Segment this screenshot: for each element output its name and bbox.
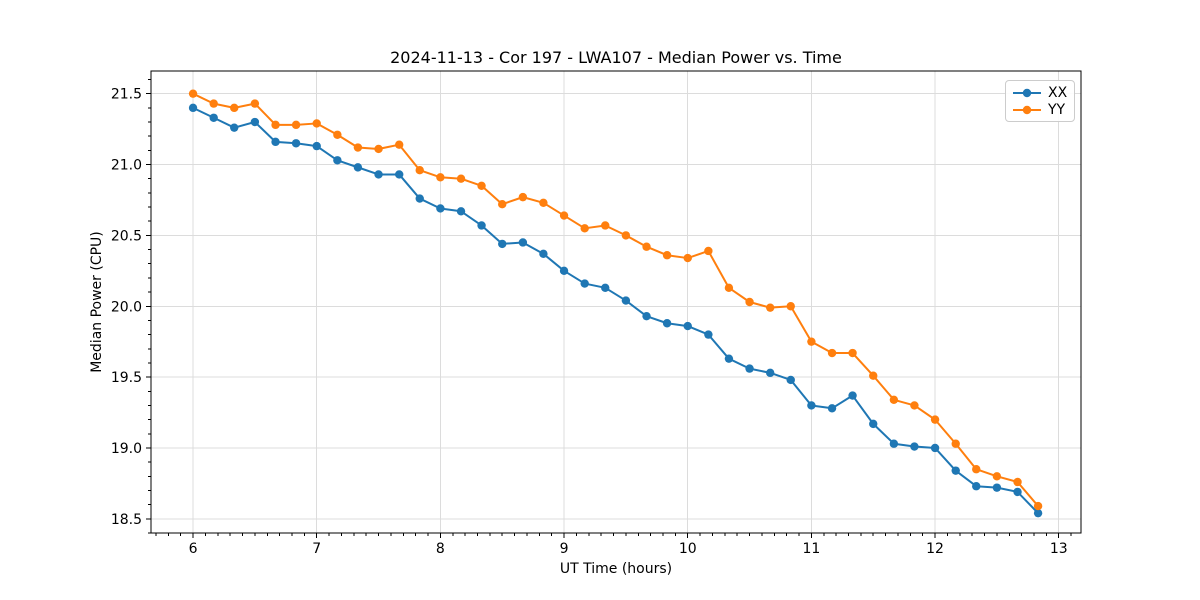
x-tick-label: 13 bbox=[1050, 541, 1068, 557]
legend-label: YY bbox=[1048, 101, 1066, 118]
legend-item-yy: YY bbox=[1012, 103, 1068, 117]
x-tick-label: 9 bbox=[560, 541, 569, 557]
x-tick-label: 7 bbox=[312, 541, 321, 557]
x-tick-label: 8 bbox=[436, 541, 445, 557]
major-ticks bbox=[146, 93, 1060, 538]
y-tick-label: 18.5 bbox=[111, 512, 142, 528]
tick-labels: 6 7 8 9 10 11 12 13 18.5 19.0 19.5 20.0 20.5 21.0 21.5 bbox=[111, 87, 1068, 557]
y-axis-label: Median Power (CPU) bbox=[89, 231, 105, 373]
plot-frame bbox=[150, 70, 1082, 534]
y-tick-label: 20.5 bbox=[111, 228, 142, 244]
x-axis-label: UT Time (hours) bbox=[559, 561, 673, 577]
y-tick-label: 21.0 bbox=[111, 158, 142, 174]
legend-item-xx: XX bbox=[1012, 86, 1068, 100]
y-tick-label: 20.0 bbox=[111, 299, 142, 315]
x-tick-label: 12 bbox=[926, 541, 944, 557]
x-tick-label: 11 bbox=[802, 541, 820, 557]
grid bbox=[151, 71, 1081, 533]
x-tick-label: 10 bbox=[679, 541, 697, 557]
y-tick-label: 19.5 bbox=[111, 370, 142, 386]
legend: XX YY bbox=[1005, 80, 1075, 122]
y-tick-label: 19.0 bbox=[111, 441, 142, 457]
series-XX bbox=[188, 103, 1043, 518]
chart-title: 2024-11-13 - Cor 197 - LWA107 - Median P… bbox=[390, 48, 842, 67]
minor-ticks bbox=[148, 79, 1072, 536]
legend-label: XX bbox=[1048, 84, 1068, 101]
x-tick-label: 6 bbox=[189, 541, 198, 557]
legend-line-marker-sample bbox=[1013, 105, 1041, 114]
y-tick-label: 21.5 bbox=[111, 87, 142, 103]
legend-line-marker-sample bbox=[1013, 88, 1041, 97]
series-YY bbox=[188, 89, 1043, 511]
